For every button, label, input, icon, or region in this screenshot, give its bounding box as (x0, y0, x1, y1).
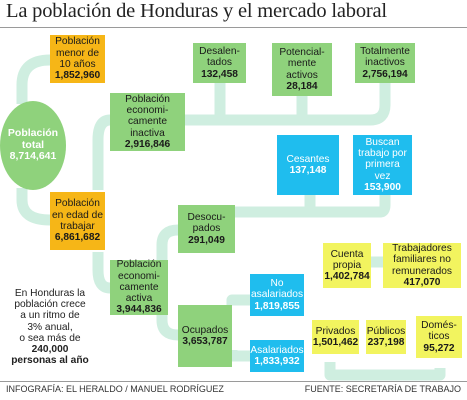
node-totally-inactive: Totalmente inactivos 2,756,194 (355, 43, 415, 83)
node-value: 417,070 (403, 276, 441, 288)
node-label: Población economi- camente inactiva (125, 93, 170, 139)
node-active-population: Población economi- camente activa 3,944,… (110, 259, 168, 316)
node-label: Potencial- mente activos (279, 46, 325, 81)
node-value: 8,714,641 (9, 150, 57, 163)
node-non-salaried: No asalariados 1,819,855 (250, 274, 304, 316)
node-value: 2,916,846 (124, 138, 171, 150)
node-unemployed-laid-off: Cesantes 137,148 (277, 135, 339, 195)
connector-edad-inactiva (92, 114, 111, 190)
node-working-age-population: Población en edad de trabajar 6,861,682 (50, 192, 105, 250)
node-first-job-seekers: Buscan trabajo por primera vez 153,900 (353, 135, 412, 195)
node-value: 1,819,855 (254, 300, 300, 312)
node-value: 153,900 (364, 181, 401, 193)
node-value: 28,184 (286, 80, 318, 92)
node-value: 2,756,194 (362, 68, 408, 80)
node-label: Trabajadores familiares no remunerados (391, 242, 453, 277)
connector-ocupados-asal (226, 350, 250, 362)
node-label: Desalen- tados (199, 46, 240, 69)
node-unpaid-family-workers: Trabajadores familiares no remunerados 4… (383, 243, 461, 288)
node-value: 95,272 (423, 342, 455, 354)
title-divider (0, 27, 467, 28)
node-label: Población total (7, 127, 59, 151)
connector-total-menor (16, 54, 51, 104)
node-total-population: Población total 8,714,641 (0, 101, 66, 190)
node-value: 1,833,932 (254, 356, 300, 367)
node-label: Población economi- camente activa (116, 259, 162, 305)
node-label: Domés- ticos (421, 320, 457, 343)
connector-activa-desocupados (156, 224, 179, 262)
node-value: 1,501,462 (312, 337, 359, 348)
node-value: 132,458 (201, 68, 238, 80)
node-self-employed: Cuenta propia 1,402,784 (323, 243, 371, 288)
node-value: 1,852,960 (54, 70, 101, 82)
node-value: 1,402,784 (324, 271, 370, 283)
node-employed: Ocupados 3,653,787 (178, 305, 232, 367)
node-value: 3,944,836 (116, 304, 162, 316)
footer-divider (0, 381, 467, 382)
node-label: Cesantes (286, 153, 330, 165)
connector-edad-activa (92, 252, 111, 294)
node-label: No asalariados (250, 278, 304, 301)
node-label: Privados (315, 325, 356, 337)
node-public-sector: Públicos 237,198 (366, 320, 406, 354)
credit-line: INFOGRAFÍA: EL HERALDO / MANUEL RODRÍGUE… (6, 384, 224, 394)
node-label: Buscan trabajo por primera vez (358, 136, 407, 182)
node-potentially-active: Potencial- mente activos 28,184 (272, 43, 332, 96)
page-title: La población de Honduras y el mercado la… (6, 0, 387, 22)
node-value: 291,049 (188, 234, 225, 246)
connector-ocupados-noasal (226, 294, 250, 306)
node-domestic-workers: Domés- ticos 95,272 (416, 316, 462, 358)
node-label: Desocu- pados (187, 212, 226, 235)
node-private-sector: Privados 1,501,462 (312, 320, 359, 354)
node-value: 3,653,787 (182, 336, 228, 347)
node-inactive-population: Población economi- camente inactiva 2,91… (110, 93, 185, 151)
node-discouraged: Desalen- tados 132,458 (193, 43, 246, 83)
node-label: Cuenta propia (330, 248, 364, 271)
growth-note-emphasis: 240,000 personas al año (11, 344, 89, 367)
connector-activa-ocupados (156, 300, 179, 341)
node-value: 237,198 (367, 337, 405, 348)
node-salaried: Asalariados 1,833,932 (250, 340, 304, 372)
node-label: Totalmente inactivos (360, 46, 410, 69)
node-value: 6,861,682 (54, 232, 101, 244)
node-unemployed: Desocu- pados 291,049 (178, 205, 235, 253)
growth-note: En Honduras la población crece a un ritm… (8, 288, 92, 366)
node-value: 137,148 (289, 165, 327, 176)
source-line: FUENTE: SECRETARÍA DE TRABAJO (304, 384, 461, 394)
growth-note-text: En Honduras la población crece a un ritm… (14, 288, 86, 344)
node-label: Población menor de 10 años (55, 36, 100, 70)
connector-inactiva-trunk (185, 82, 391, 126)
node-label: Ocupados (181, 324, 229, 336)
connector-total-edad (16, 188, 51, 226)
node-label: Públicos (366, 325, 406, 337)
node-label: Población en edad de trabajar (52, 198, 103, 232)
node-label: Asalariados (250, 344, 304, 356)
connector-desocupados-trunk (235, 195, 391, 218)
node-population-under-10: Población menor de 10 años 1,852,960 (50, 35, 105, 83)
